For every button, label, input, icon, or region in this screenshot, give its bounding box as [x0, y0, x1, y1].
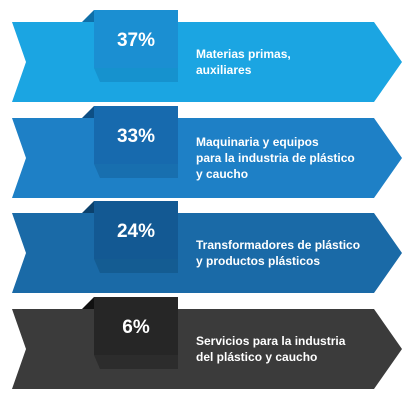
tab-shadow — [94, 259, 178, 273]
percent-tab — [94, 297, 178, 355]
tab-shadow — [94, 68, 178, 82]
fold-shadow — [82, 297, 94, 309]
percent-label: 24% — [117, 221, 155, 242]
item-label: para la industria de plástico — [196, 151, 355, 165]
item-label: y caucho — [196, 167, 248, 181]
ribbon — [12, 309, 402, 389]
item-label: Transformadores de plástico — [196, 238, 360, 252]
percent-tab — [94, 10, 178, 68]
fold-shadow — [82, 201, 94, 213]
ribbon — [12, 213, 402, 293]
item-label: Materias primas, — [196, 47, 291, 61]
fold-shadow — [82, 10, 94, 22]
item-label: y productos plásticos — [196, 254, 320, 268]
tab-shadow — [94, 355, 178, 369]
percent-label: 37% — [117, 30, 155, 51]
percent-label: 33% — [117, 126, 155, 147]
item-label: Servicios para la industria — [196, 334, 346, 348]
percent-tab — [94, 106, 178, 164]
item-label: Maquinaria y equipos — [196, 135, 319, 149]
ribbon — [12, 22, 402, 102]
fold-shadow — [82, 106, 94, 118]
percent-tab — [94, 201, 178, 259]
item-label: del plástico y caucho — [196, 350, 317, 364]
tab-shadow — [94, 164, 178, 178]
item-label: auxiliares — [196, 63, 252, 77]
percent-label: 6% — [122, 317, 150, 338]
